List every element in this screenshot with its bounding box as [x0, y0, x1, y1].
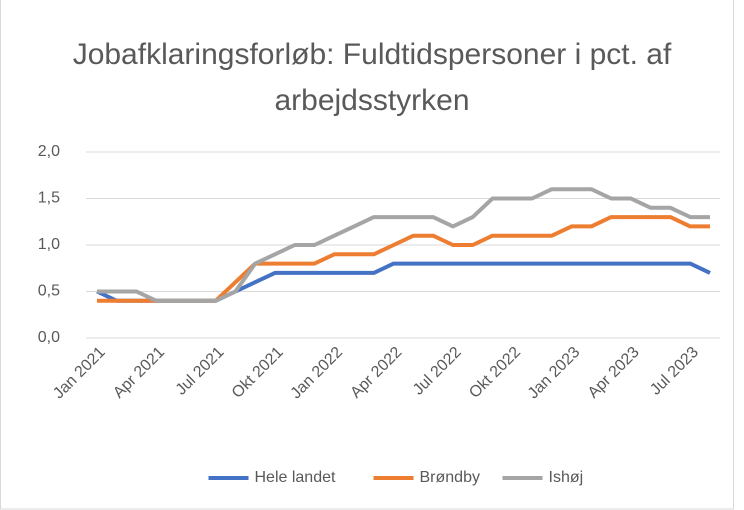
- x-tick-label: Jul 2023: [647, 344, 702, 399]
- x-tick-label: Jan 2022: [288, 344, 347, 403]
- x-tick-label: Jan 2023: [525, 344, 584, 403]
- x-tick-label: Apr 2023: [585, 344, 643, 402]
- y-tick-label: 2,0: [38, 143, 60, 160]
- chart-title: Jobafklaringsforløb: Fuldtidspersoner i …: [72, 38, 672, 117]
- x-tick-label: Jan 2021: [50, 344, 109, 403]
- series-line: [96, 261, 711, 303]
- x-tick-label: Apr 2022: [347, 344, 405, 402]
- y-tick-label: 1,5: [38, 190, 60, 207]
- series-line: [97, 215, 710, 303]
- y-tick-label: 1,0: [38, 236, 60, 253]
- y-tick-label: 0,0: [38, 329, 60, 346]
- x-tick-label: Okt 2022: [466, 344, 524, 402]
- y-tick-label: 0,5: [38, 283, 60, 300]
- legend-label: Ishøj: [549, 469, 584, 486]
- legend-label: Brøndby: [420, 469, 480, 486]
- x-tick-label: Apr 2021: [110, 344, 168, 402]
- x-tick-label: Jul 2022: [410, 344, 465, 399]
- x-tick-label: Jul 2021: [173, 344, 228, 399]
- legend-label: Hele landet: [255, 469, 337, 486]
- x-tick-label: Okt 2021: [229, 344, 287, 402]
- series-line: [97, 187, 710, 303]
